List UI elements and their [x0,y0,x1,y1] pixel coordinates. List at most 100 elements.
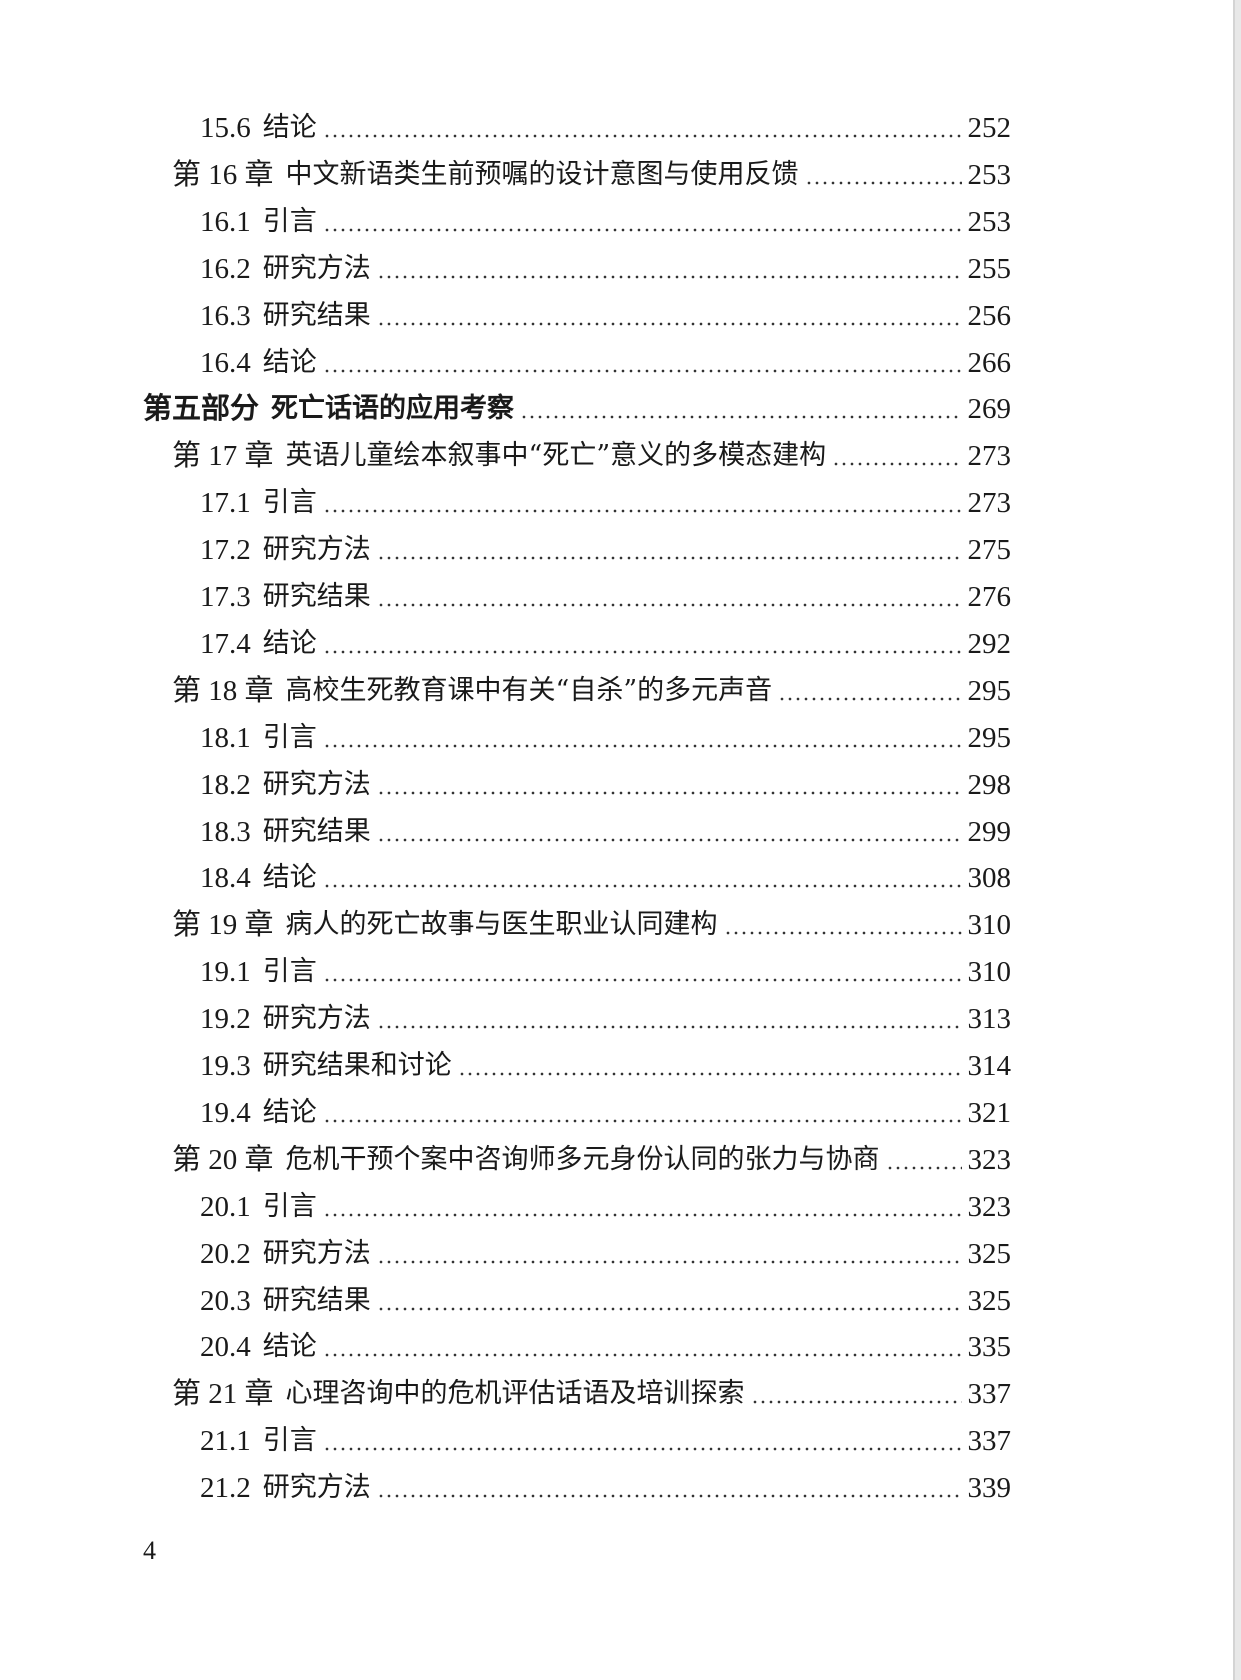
toc-entry-section[interactable]: 20.1 引言 323 [200,1186,1011,1227]
toc-entry-section[interactable]: 16.3 研究结果 256 [200,295,1012,336]
toc-entry-chapter[interactable]: 第 17 章英语儿童绘本叙事中“死亡”意义的多模态建构 273 [172,436,1011,477]
entry-page: 337 [967,1425,1012,1458]
toc-entry-section[interactable]: 19.2 研究方法 313 [200,999,1012,1040]
toc-entry-section[interactable]: 21.2 研究方法 339 [200,1468,1011,1509]
dot-leader [322,1327,962,1368]
toc-entry-section[interactable]: 19.4 结论 321 [200,1092,1012,1133]
page-edge [1233,0,1241,1680]
toc-entry-section[interactable]: 16.4 结论 266 [200,342,1012,383]
toc-entry-section[interactable]: 15.6 结论 252 [200,108,1011,148]
entry-number: 17.4 [200,627,251,660]
toc-entry-section[interactable]: 20.3 研究结果 325 [200,1280,1012,1321]
entry-page: 308 [967,862,1012,895]
toc-entry-section[interactable]: 18.4 结论 308 [200,858,1012,899]
toc-entry-chapter[interactable]: 第 21 章心理咨询中的危机评估话语及培训探索 337 [172,1374,1012,1415]
entry-title: 引言 [262,1190,317,1222]
dot-leader [322,858,962,899]
toc-entry-section[interactable]: 18.2 研究方法 298 [200,764,1012,805]
entry-page: 310 [967,909,1012,942]
entry-title: 研究结果 [262,815,371,847]
toc-entry-section[interactable]: 17.2 研究方法 275 [200,530,1011,571]
entry-title: 病人的死亡故事与医生职业认同建构 [285,909,718,941]
dot-leader [376,764,962,805]
entry-title: 研究方法 [262,1003,371,1035]
toc-entry-section[interactable]: 16.2 研究方法 255 [200,248,1012,289]
dot-leader [322,717,962,758]
entry-page: 255 [967,252,1012,285]
entry-number: 20.3 [200,1284,251,1317]
dot-leader [885,1139,962,1180]
entry-page: 323 [967,1143,1012,1176]
toc-entry-section[interactable]: 17.3 研究结果 276 [200,577,1011,617]
toc-entry-part[interactable]: 第五部分 死亡话语的应用考察 269 [143,389,1011,430]
entry-number: 17.2 [200,534,251,567]
entry-title: 危机干预个案中咨询师多元身份认同的张力与协商 [285,1143,880,1175]
entry-page: 313 [967,1003,1012,1036]
dot-leader [376,1280,962,1321]
toc-entry-section[interactable]: 18.3 研究结果 299 [200,811,1011,852]
entry-number: 20.2 [200,1237,251,1270]
toc-entry-section[interactable]: 20.2 研究方法 325 [200,1233,1011,1274]
entry-title: 结论 [262,112,317,143]
dot-leader [322,201,962,242]
dot-leader [778,670,962,711]
entry-page: 321 [967,1096,1012,1129]
entry-number: 第 17 章 [172,440,274,473]
dot-leader [376,248,962,289]
entry-title: 引言 [262,956,317,988]
entry-number: 19.4 [200,1096,251,1129]
toc-entry-chapter[interactable]: 第 16 章中文新语类生前预嘱的设计意图与使用反馈 253 [172,154,1012,195]
entry-page: 266 [967,346,1012,379]
toc-entry-chapter[interactable]: 第 20 章危机干预个案中咨询师多元身份认同的张力与协商 323 [172,1139,1012,1180]
toc-entry-section[interactable]: 17.4 结论 292 [200,623,1011,664]
entry-number: 第 16 章 [172,158,274,191]
entry-page: 298 [967,768,1012,801]
entry-number: 18.3 [200,815,251,848]
toc-entry-chapter[interactable]: 第 19 章病人的死亡故事与医生职业认同建构 310 [172,905,1012,946]
toc-entry-section[interactable]: 21.1 引言 337 [200,1421,1012,1462]
entry-number: 17.1 [200,487,251,520]
dot-leader [832,436,962,477]
toc-entry-section[interactable]: 16.1 引言 253 [200,201,1011,242]
dot-leader [376,999,962,1040]
entry-page: 256 [967,299,1012,332]
toc-entry-section[interactable]: 20.4 结论 335 [200,1327,1012,1368]
entry-title: 引言 [262,721,317,753]
entry-page: 295 [967,721,1012,754]
dot-leader [322,1186,962,1227]
dot-leader [322,623,962,664]
entry-page: 252 [967,112,1012,144]
entry-title: 高校生死教育课中有关“自杀”的多元声音 [285,674,773,706]
entry-title: 结论 [262,1331,317,1363]
toc-entry-section[interactable]: 17.1 引言 273 [200,483,1012,524]
dot-leader [750,1374,962,1415]
entry-number: 18.1 [200,721,251,754]
entry-page: 335 [967,1331,1012,1364]
entry-number: 20.1 [200,1190,251,1223]
entry-page: 295 [967,674,1012,707]
entry-title: 研究方法 [262,1472,371,1504]
entry-title: 结论 [262,627,317,659]
dot-leader [376,1233,962,1274]
entry-number: 15.6 [200,112,251,144]
entry-number: 16.3 [200,299,251,332]
entry-page: 325 [967,1284,1012,1317]
entry-page: 314 [967,1050,1012,1082]
entry-title: 结论 [262,346,317,378]
entry-number: 21.1 [200,1425,251,1458]
entry-number: 第 18 章 [172,674,274,707]
entry-number: 第五部分 [143,393,260,426]
dot-leader [322,1421,962,1462]
toc-entry-chapter[interactable]: 第 18 章高校生死教育课中有关“自杀”的多元声音 295 [172,670,1012,711]
dot-leader [322,1092,962,1133]
toc-entry-section[interactable]: 19.1 引言 310 [200,952,1011,993]
dot-leader [322,952,962,993]
entry-title: 研究结果 [262,299,371,331]
toc-entry-section[interactable]: 18.1 引言 295 [200,717,1012,758]
entry-page: 253 [967,158,1012,191]
entry-number: 第 21 章 [172,1378,274,1411]
entry-page: 337 [967,1378,1012,1411]
entry-title: 研究方法 [262,1237,371,1269]
entry-page: 273 [967,487,1012,520]
toc-entry-section[interactable]: 19.3 研究结果和讨论 314 [200,1046,1011,1086]
